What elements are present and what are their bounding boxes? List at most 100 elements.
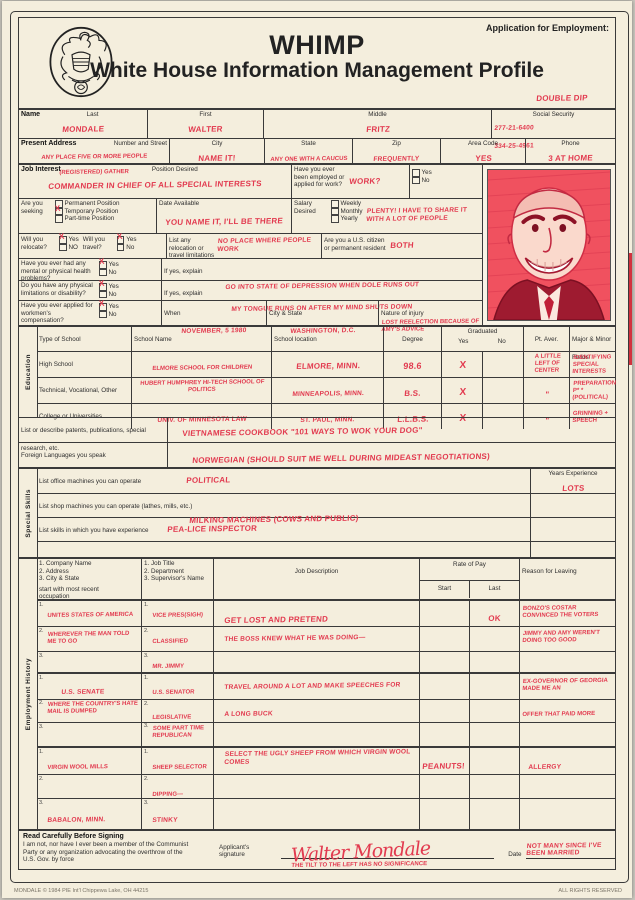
physical-no-checkbox xyxy=(99,290,107,299)
parttime-checkbox xyxy=(55,215,63,223)
signature-note: THE TILT TO THE LEFT HAS NO SIGNIFICANCE xyxy=(290,861,427,870)
questions-and-photo: Job Interest Position Desired COMMANDER … xyxy=(19,163,615,335)
phone-label: Phone xyxy=(561,140,580,147)
form-title: WHIMP xyxy=(269,30,365,60)
comp-no-checkbox xyxy=(99,310,107,319)
travel-limitations-label: List any relocation or travel limitation… xyxy=(169,237,215,260)
comp-yes-checkbox: X xyxy=(98,299,107,311)
if-yes-explain-label: If yes, explain xyxy=(164,268,203,275)
are-you-seeking-label: Are you seeking xyxy=(21,200,43,215)
name-row: Name Last MONDALE First WALTER Middle FR… xyxy=(19,108,615,150)
date-label: Date xyxy=(508,851,522,859)
mondale-caricature xyxy=(487,169,611,321)
will-you-relocate-question: Will you relocate? xyxy=(21,236,47,251)
employment-row: 3. 3. MR. JIMMY xyxy=(37,651,615,672)
if-yes-explain-label: If yes, explain xyxy=(164,290,203,297)
col-degree: Degree xyxy=(402,336,423,343)
col-graduated: Graduated xyxy=(467,328,498,335)
form-sections: Application for Employment: WHIMP White … xyxy=(18,17,616,870)
date-available-label: Date Available xyxy=(159,200,200,208)
rights-reserved-footer: ALL RIGHTS RESERVED xyxy=(558,888,622,894)
applicant-photo-frame xyxy=(482,165,615,325)
form-outer-border xyxy=(10,11,629,883)
mental-yes-checkbox: X xyxy=(98,257,107,269)
employment-row: 1. VIRGIN WOOL MILLS 1. SHEEP SELECTOR SEL… xyxy=(37,746,615,774)
last-name-value: MONDALE xyxy=(62,124,105,135)
employed-yes-checkbox xyxy=(412,169,420,177)
permanent-checkbox xyxy=(55,200,63,208)
mental-health-row: Have you ever had any mental or physical… xyxy=(19,257,482,291)
col-school-name: School Name xyxy=(134,336,172,343)
form-header: Application for Employment: WHIMP White … xyxy=(19,18,615,108)
languages-row: Foreign Languages you speak NORWEGIAN (S… xyxy=(19,442,615,467)
salary-hand-value: PLENTY! I HAVE TO SHARE IT WITH A LOT OF… xyxy=(365,207,467,223)
relocate-yes-checkbox: X xyxy=(58,232,67,244)
salary-desired-label: Salary Desired xyxy=(294,200,316,215)
employment-row: 3. BABALON, MINN. 3. STINKY xyxy=(37,798,615,829)
area-code-label: Area Code xyxy=(467,140,499,147)
weekly-checkbox xyxy=(331,200,339,208)
city-label: City xyxy=(211,140,223,147)
job-interest-row: Job Interest Position Desired COMMANDER … xyxy=(19,165,482,199)
us-citizen-question: Are you a U.S. citizen or permanent resi… xyxy=(324,237,386,252)
middle-name-label: Middle xyxy=(368,111,387,118)
employed-no-checkbox xyxy=(412,176,420,185)
city-value: NAME IT! xyxy=(198,153,237,163)
skills-row-empty xyxy=(37,541,615,557)
patents-label: List or describe patents, publications, … xyxy=(21,427,146,452)
area-code-value: YES xyxy=(474,153,492,163)
employment-row: 2. 2. DIPPING— xyxy=(37,774,615,798)
page-edge-red-strip xyxy=(629,253,632,365)
ever-employed-question: Have you ever been employed or applied f… xyxy=(294,166,345,189)
eagle-emblem-icon xyxy=(45,24,117,105)
languages-label: Foreign Languages you speak xyxy=(21,452,106,459)
state-label: State xyxy=(301,140,316,147)
communist-party-statement: I am not, nor have I ever been a member … xyxy=(23,841,189,864)
copyright-footer: MONDALE © 1984 PIE Int'l Chippewa Lake, … xyxy=(14,888,149,894)
when-label: When xyxy=(164,310,181,317)
education-section: Education Type of School School Name Sch… xyxy=(19,325,616,429)
last-name-label: Last xyxy=(86,111,99,118)
date-available-value: YOU NAME IT, I'LL BE THERE xyxy=(165,215,284,227)
travel-yes-checkbox: X xyxy=(116,232,125,244)
present-address-label: Present Address xyxy=(21,140,77,147)
date-value: NOT MANY SINCE I'VE BEEN MARRIED xyxy=(525,841,602,857)
physical-limitations-question: Do you have any physical limitations or … xyxy=(21,282,93,297)
education-row: College or Universities UNIV. OF MINNESO… xyxy=(37,402,615,429)
first-name-label: First xyxy=(199,111,212,118)
employment-row: 3. 3. SOME PART TIME REPUBLICAN xyxy=(37,722,615,746)
employment-history-section-label: Employment History xyxy=(24,657,32,731)
education-row: Technical, Vocational, Other HUBERT HUMP… xyxy=(37,376,616,403)
physical-yes-checkbox: X xyxy=(98,279,107,291)
zip-label: Zip xyxy=(392,140,401,147)
seeking-row: Are you seeking Permanent Position X Temp… xyxy=(19,198,482,233)
employment-row: 1. UNITES STATES OF AMERICA 1. VICE PRES(S… xyxy=(37,599,615,626)
col-type-of-school: Type of School xyxy=(39,336,81,343)
will-you-travel-question: Will you travel? xyxy=(82,236,105,251)
middle-name-value: FRITZ xyxy=(365,124,391,134)
skills-row: List office machines you can operate POL… xyxy=(37,469,615,493)
languages-value: NORWEGIAN (SHOULD SUIT ME WELL DURING MI… xyxy=(192,451,491,465)
workmens-comp-question: Have you ever applied for workmen's comp… xyxy=(21,302,93,325)
monthly-checkbox xyxy=(331,207,339,216)
temporary-checkbox: X xyxy=(54,203,63,216)
yearly-checkbox xyxy=(331,215,339,223)
col-school-location: School location xyxy=(274,336,317,343)
comp-city-state-label: City & State xyxy=(269,310,303,317)
street-label: Number and Street xyxy=(113,140,167,147)
address-row: Present Address Number and Street ANY PL… xyxy=(19,138,615,176)
applicant-signature-label: Applicant's signature xyxy=(219,843,250,859)
application-for-employment-label: Application for Employment: xyxy=(485,23,609,33)
mental-no-checkbox xyxy=(99,268,107,277)
education-section-label: Education xyxy=(24,354,32,390)
relocate-row: Will you relocate? X Yes NO Will you trav… xyxy=(19,232,482,260)
special-skills-section: Special Skills List office machines you … xyxy=(19,467,615,557)
patents-row: List or describe patents, publications, … xyxy=(19,417,615,452)
physical-limitations-row: Do you have any physical limitations or … xyxy=(19,279,482,313)
skills-row: List skills in which you have experience… xyxy=(37,517,615,541)
position-desired-value: COMMANDER IN CHIEF OF ALL SPECIAL INTERE… xyxy=(48,179,263,192)
skills-row: List shop machines you can operate (lath… xyxy=(37,493,615,525)
name-label: Name xyxy=(21,111,41,118)
